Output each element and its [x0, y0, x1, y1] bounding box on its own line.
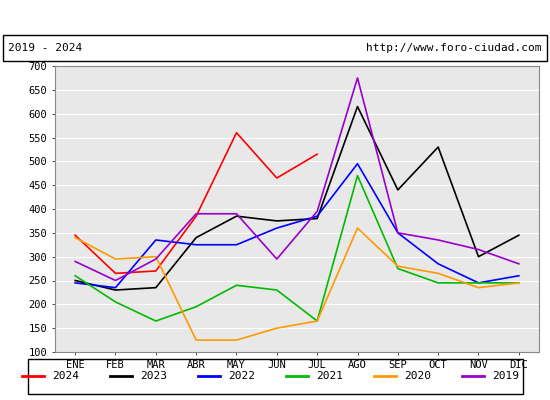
- Text: 2019 - 2024: 2019 - 2024: [8, 43, 82, 53]
- Text: 2024: 2024: [52, 371, 79, 381]
- Text: 2019: 2019: [492, 371, 519, 381]
- Text: 2023: 2023: [140, 371, 167, 381]
- Text: 2020: 2020: [404, 371, 431, 381]
- Text: 2022: 2022: [228, 371, 255, 381]
- Bar: [28, 359, 522, 394]
- Text: http://www.foro-ciudad.com: http://www.foro-ciudad.com: [366, 43, 542, 53]
- Text: Evolucion Nº Turistas Extranjeros en el municipio de Betanzos: Evolucion Nº Turistas Extranjeros en el …: [69, 10, 481, 24]
- Text: 2021: 2021: [316, 371, 343, 381]
